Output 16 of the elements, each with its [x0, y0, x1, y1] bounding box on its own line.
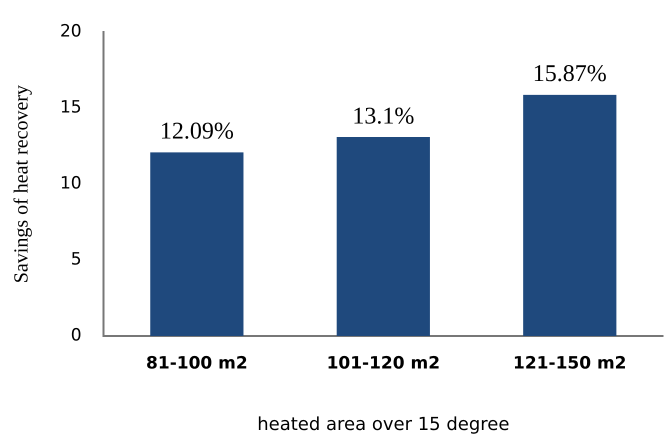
data-label: 13.1% — [352, 103, 414, 130]
bar — [523, 94, 616, 336]
bar — [336, 137, 430, 336]
y-tick-label: 0 — [70, 325, 82, 346]
data-label: 15.87% — [532, 61, 607, 88]
y-tick-label: 20 — [60, 22, 82, 42]
x-tick-label: 121-150 m2 — [513, 354, 627, 374]
data-label: 12.09% — [160, 118, 234, 145]
x-tick-label: 81-100 m2 — [146, 354, 248, 374]
y-tick-label: 5 — [70, 249, 82, 270]
y-axis-title: Savings of heat recovery — [10, 84, 32, 284]
y-tick-label: 10 — [60, 174, 82, 194]
y-tick-label: 15 — [60, 98, 82, 118]
x-tick-label: 101-120 m2 — [326, 354, 440, 374]
bar — [150, 152, 244, 336]
x-axis-title: heated area over 15 degree — [257, 414, 510, 435]
